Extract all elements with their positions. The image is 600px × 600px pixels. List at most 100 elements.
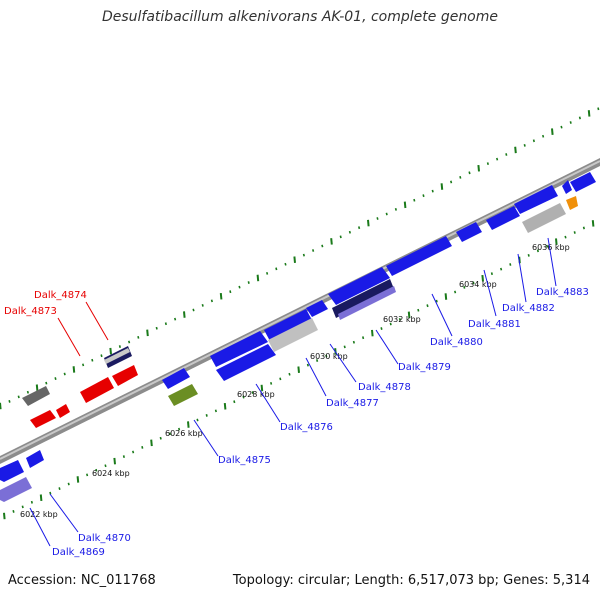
- gc-tick: [348, 230, 351, 234]
- gene-labels: Dalk_4869 Dalk_4870 Dalk_4873 Dalk_4874 …: [4, 287, 589, 558]
- gc-tick: [284, 262, 287, 266]
- gc-tick: [367, 219, 370, 227]
- genome-summary-label: Topology: circular; Length: 6,517,073 bp…: [232, 573, 590, 588]
- gc-tick: [270, 382, 273, 385]
- gc-tick: [306, 363, 309, 367]
- gene-label-4880[interactable]: Dalk_4880: [430, 337, 483, 348]
- gc-tick: [490, 272, 493, 276]
- gene-arrow[interactable]: [306, 300, 328, 317]
- gc-tick: [113, 457, 116, 465]
- gene-arrow-4882[interactable]: [514, 185, 558, 214]
- tick-label: 6036 kbp: [532, 243, 570, 252]
- gc-tick: [35, 384, 39, 392]
- accession-label: Accession: NC_011768: [8, 573, 156, 588]
- gene-arrow-pseudo[interactable]: [268, 318, 318, 352]
- gene-arrow-purple-4878[interactable]: [338, 286, 396, 320]
- tick-label: 6026 kbp: [165, 429, 203, 438]
- gc-tick: [413, 198, 416, 202]
- gc-tick: [407, 311, 411, 319]
- gene-arrow[interactable]: [562, 180, 572, 194]
- gene-label-4875[interactable]: Dalk_4875: [218, 455, 271, 466]
- gc-tick: [385, 212, 388, 216]
- gc-tick: [358, 226, 361, 230]
- gene-label-4877[interactable]: Dalk_4877: [326, 398, 379, 409]
- reverse-strand-genes: [0, 196, 578, 502]
- gc-tick: [91, 358, 94, 362]
- gc-tick: [63, 372, 66, 376]
- gc-tick: [8, 400, 11, 403]
- gene-arrow-orange[interactable]: [566, 196, 578, 210]
- gene-label-4876[interactable]: Dalk_4876: [280, 422, 333, 433]
- gene-arrow-4869[interactable]: [0, 460, 24, 482]
- gene-arrow-4880[interactable]: [456, 222, 482, 242]
- gc-tick: [352, 340, 355, 344]
- gc-tick: [266, 272, 269, 275]
- gc-tick: [159, 436, 162, 440]
- gc-tick: [45, 381, 48, 385]
- gene-label-4870[interactable]: Dalk_4870: [78, 533, 131, 544]
- gc-tick: [164, 322, 167, 326]
- gc-tick: [17, 395, 20, 399]
- gene-arrow-4881[interactable]: [486, 206, 520, 230]
- gc-tick: [523, 143, 526, 147]
- gc-tick: [468, 171, 471, 175]
- gene-arrow-dark-4878[interactable]: [332, 279, 394, 318]
- gc-tick: [293, 256, 296, 263]
- gc-tick: [394, 207, 397, 211]
- gene-label-4881[interactable]: Dalk_4881: [468, 319, 521, 330]
- gc-tick: [505, 153, 508, 156]
- gc-tick: [302, 253, 305, 257]
- gene-label-4874[interactable]: Dalk_4874: [34, 290, 87, 301]
- gc-tick: [223, 402, 227, 410]
- gene-arrow-4875[interactable]: [162, 368, 190, 389]
- gc-tick: [440, 183, 444, 190]
- gene-label-4882[interactable]: Dalk_4882: [502, 303, 555, 314]
- gc-tick: [183, 311, 186, 318]
- gc-tick: [219, 292, 223, 300]
- gc-tick: [187, 421, 190, 428]
- gene-arrow-pseudo-4882[interactable]: [522, 203, 566, 233]
- gene-label-4869[interactable]: Dalk_4869: [52, 547, 105, 558]
- gene-arrow[interactable]: [30, 410, 56, 428]
- tick-label: 6032 kbp: [383, 315, 421, 324]
- gene-arrow-4878[interactable]: [328, 267, 390, 305]
- genome-backbone-highlight: [0, 160, 600, 460]
- gene-arrow[interactable]: [22, 386, 50, 406]
- gc-tick: [109, 347, 112, 355]
- gc-tick: [486, 162, 489, 166]
- genome-title: Desulfatibacillum alkenivorans AK-01, co…: [101, 9, 499, 25]
- gc-tick: [527, 253, 530, 257]
- gene-label-4878[interactable]: Dalk_4878: [358, 382, 411, 393]
- gene-arrow-purple[interactable]: [0, 477, 32, 502]
- gc-tick: [330, 238, 333, 245]
- gc-tick: [551, 128, 554, 135]
- gene-arrow-4879[interactable]: [386, 236, 452, 276]
- gene-label-4883[interactable]: Dalk_4883: [536, 287, 589, 298]
- gene-arrow-red-4873[interactable]: [80, 377, 114, 403]
- gc-tick: [459, 175, 462, 179]
- gene-label-4873[interactable]: Dalk_4873: [4, 306, 57, 317]
- gene-arrow-4870[interactable]: [26, 450, 44, 468]
- gc-tick: [316, 359, 319, 362]
- gc-tick: [279, 377, 282, 381]
- gene-arrow-red-4874[interactable]: [112, 365, 138, 386]
- gc-tick: [233, 400, 236, 404]
- gene-arrow-olive[interactable]: [168, 384, 198, 406]
- gene-arrow[interactable]: [56, 404, 70, 418]
- gc-tick: [573, 231, 576, 234]
- gc-tick: [422, 194, 425, 198]
- gene-label-4879[interactable]: Dalk_4879: [398, 362, 451, 373]
- gc-tick: [275, 267, 278, 271]
- gc-tick: [339, 235, 342, 239]
- gene-arrow-4877[interactable]: [264, 309, 312, 341]
- gc-tick: [26, 390, 29, 394]
- gene-arrow[interactable]: [216, 344, 276, 381]
- gc-tick: [251, 391, 254, 394]
- tick-label: 6024 kbp: [92, 469, 130, 478]
- gc-tick: [371, 329, 374, 337]
- gene-arrow-4883[interactable]: [570, 172, 596, 192]
- gc-tick: [546, 244, 549, 248]
- gene-arrow[interactable]: [104, 348, 130, 364]
- gene-arrow-4876[interactable]: [210, 331, 268, 367]
